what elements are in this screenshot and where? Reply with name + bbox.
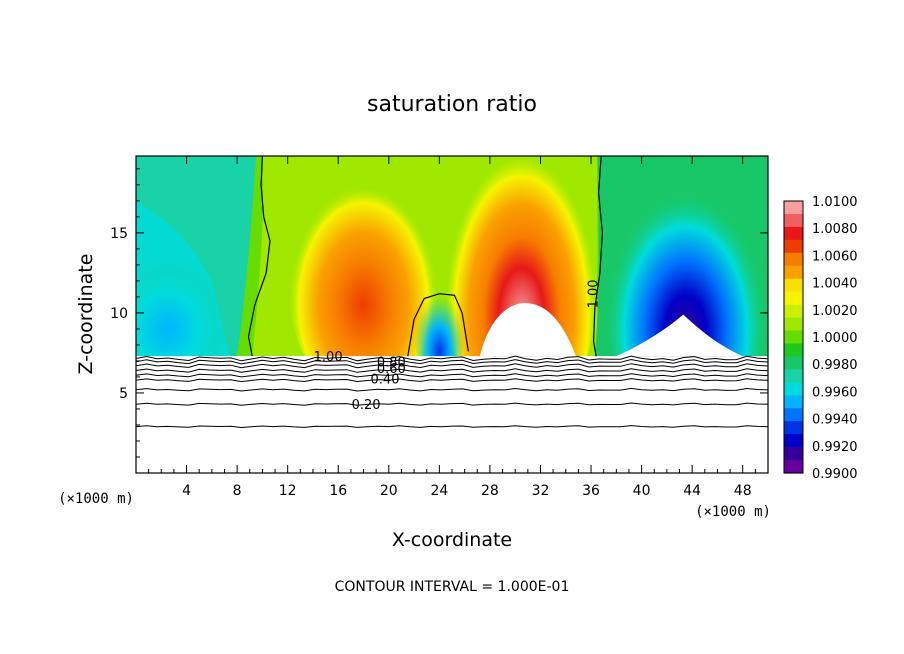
field-lower-unsaturated [136,356,768,473]
colorbar-tick-label: 1.0000 [812,331,858,346]
colorbar-swatch [784,356,803,370]
colorbar-swatch [784,252,803,267]
colorbar-tick-label: 0.9900 [812,467,858,482]
y-tick-label: 5 [119,386,128,402]
x-tick-label: 36 [582,483,600,499]
colorbar-tick-label: 1.0100 [812,195,858,210]
x-axis-label: X-coordinate [392,529,512,551]
colorbar-tick-label: 1.0040 [812,277,858,292]
x-tick-label: 24 [430,483,448,499]
field-core-far-right [616,314,743,357]
colorbar-tick-label: 0.9980 [812,358,858,373]
colorbar-tick-label: 0.9940 [812,413,858,428]
colorbar-swatch [784,239,803,254]
saturation-field [136,156,768,473]
contour-interval-note: CONTOUR INTERVAL = 1.000E-01 [335,579,570,595]
colorbar-swatch [784,291,803,306]
colorbar-tick-label: 0.9960 [812,385,858,400]
contour-line [136,402,768,406]
x-tick-label: 16 [329,483,347,499]
colorbar: 1.0100 1.0080 1.0060 1.0040 1.0020 1.0000 0.99… [783,195,858,482]
contour-line [136,368,768,373]
colorbar-swatch [784,395,803,409]
x-tick-label: 32 [532,483,550,499]
colorbar-swatch [784,201,803,215]
colorbar-swatch [784,434,803,448]
contour-line [136,363,768,369]
contour-line-left [247,156,271,357]
y-axis-label: Z-coordinate [75,254,97,375]
contour-labels: 1.00 1.00 0.800.600.40 0.20 [314,279,602,413]
colorbar-swatch [784,265,803,280]
colorbar-swatch [784,278,803,293]
contour-label: 0.60 [377,362,406,377]
y-axis: 5 10 15 [110,168,768,458]
contour-line [136,355,768,362]
x-tick-label: 40 [633,483,651,499]
contour-line-trough [407,293,469,357]
contour-label: 0.80 [377,356,406,371]
contour-label: 1.00 [314,350,343,365]
colorbar-swatch [784,460,803,474]
contour-label: 1.00 [586,279,601,308]
y-unit-label: (×1000 m) [695,504,771,520]
colorbar-swatch [784,382,803,396]
contour-line [136,373,768,378]
colorbar-swatch [784,213,803,228]
y-tick-label: 10 [110,306,128,322]
x-axis: 4 8 12 16 20 24 28 32 36 40 44 48 [148,156,756,499]
x-tick-label: 8 [233,483,242,499]
contour-line-right [592,156,604,357]
colorbar-swatch [784,304,803,319]
contour-label: 0.20 [352,398,381,413]
contour-line [136,387,768,392]
field-core-right [479,303,576,357]
x-tick-label: 4 [182,483,191,499]
colorbar-swatch [784,369,803,383]
colorbar-tick-label: 0.9920 [812,440,858,455]
colorbar-swatch [784,317,803,332]
x-unit-label: (×1000 m) [58,491,134,507]
field-peak-left [287,160,440,401]
colorbar-tick-label: 1.0060 [812,249,858,264]
contour-label: 0.40 [371,373,400,388]
colorbar-tick-label: 1.0080 [812,222,858,237]
contour-line [136,378,768,383]
colorbar-swatch [784,421,803,435]
contour-lines [136,156,768,429]
plot-area [136,156,768,473]
contour-line [136,425,768,429]
y-tick-label: 15 [110,226,128,242]
colorbar-swatch [784,408,803,422]
colorbar-swatch [784,447,803,461]
colorbar-swatch [784,343,803,358]
chart-title: saturation ratio [367,92,537,117]
x-tick-label: 48 [734,483,752,499]
colorbar-tick-label: 1.0020 [812,304,858,319]
x-tick-label: 44 [683,483,701,499]
x-tick-label: 12 [279,483,297,499]
colorbar-swatch [784,226,803,241]
colorbar-frame [783,200,804,474]
x-tick-label: 28 [481,483,499,499]
contour-line [136,358,768,365]
colorbar-swatch [784,330,803,345]
x-tick-label: 20 [380,483,398,499]
